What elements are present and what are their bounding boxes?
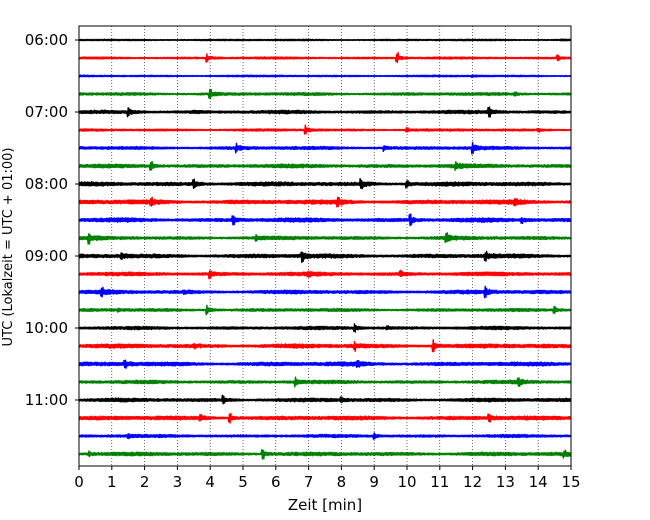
- x-tick-label-11: 11: [430, 473, 449, 491]
- x-tick-label-5: 5: [238, 473, 248, 491]
- x-tick-label-3: 3: [173, 473, 183, 491]
- trace-08:15: [78, 196, 572, 208]
- traces: [78, 38, 572, 460]
- trace-11:00: [78, 394, 572, 405]
- trace-09:15: [78, 269, 572, 280]
- trace-06:45: [78, 88, 572, 100]
- trace-08:30: [78, 213, 572, 227]
- trace-06:00: [78, 38, 572, 42]
- grid-lines: [111, 26, 539, 466]
- y-tick-label-10:00: 10:00: [25, 319, 68, 337]
- x-tick-label-14: 14: [529, 473, 548, 491]
- x-tick-label-7: 7: [304, 473, 314, 491]
- trace-09:30: [78, 285, 572, 299]
- trace-11:15: [78, 412, 572, 424]
- x-tick-label-9: 9: [369, 473, 379, 491]
- x-tick-label-4: 4: [205, 473, 215, 491]
- trace-07:30: [78, 141, 572, 155]
- x-tick-label-1: 1: [107, 473, 117, 491]
- y-tick-label-11:00: 11:00: [25, 391, 68, 409]
- y-tick-label-06:00: 06:00: [25, 31, 68, 49]
- x-tick-label-2: 2: [140, 473, 150, 491]
- plot-frame: [78, 25, 572, 467]
- trace-07:15: [78, 124, 572, 135]
- trace-08:00: [78, 177, 572, 190]
- x-axis-label: Zeit [min]: [288, 496, 362, 514]
- trace-10:00: [78, 323, 572, 333]
- trace-07:45: [78, 160, 572, 172]
- x-axis-ticks: 0 1 2 3 4 5 6 7 8 9 10 11 12 13 14 15: [74, 466, 581, 491]
- x-tick-label-10: 10: [397, 473, 416, 491]
- x-tick-label-13: 13: [496, 473, 515, 491]
- x-tick-label-8: 8: [337, 473, 347, 491]
- trace-06:30: [78, 74, 572, 79]
- trace-09:45: [78, 304, 572, 316]
- x-tick-label-6: 6: [271, 473, 281, 491]
- trace-11:45: [78, 449, 572, 460]
- trace-08:45: [78, 232, 572, 245]
- y-axis-ticks: 06:00 07:00 08:00 09:00 10:00 11:00: [25, 31, 79, 409]
- y-tick-label-09:00: 09:00: [25, 247, 68, 265]
- trace-10:30: [78, 359, 572, 369]
- y-axis-label: UTC (Lokalzeit = UTC + 01:00): [1, 148, 16, 347]
- x-tick-label-0: 0: [74, 473, 84, 491]
- trace-09:00: [78, 250, 572, 263]
- trace-11:30: [78, 432, 572, 440]
- x-tick-label-15: 15: [561, 473, 580, 491]
- trace-10:15: [78, 339, 572, 353]
- trace-07:00: [78, 106, 572, 118]
- x-tick-label-12: 12: [463, 473, 482, 491]
- trace-06:15: [78, 51, 572, 64]
- y-tick-label-08:00: 08:00: [25, 175, 68, 193]
- trace-10:45: [78, 376, 572, 388]
- y-tick-label-07:00: 07:00: [25, 103, 68, 121]
